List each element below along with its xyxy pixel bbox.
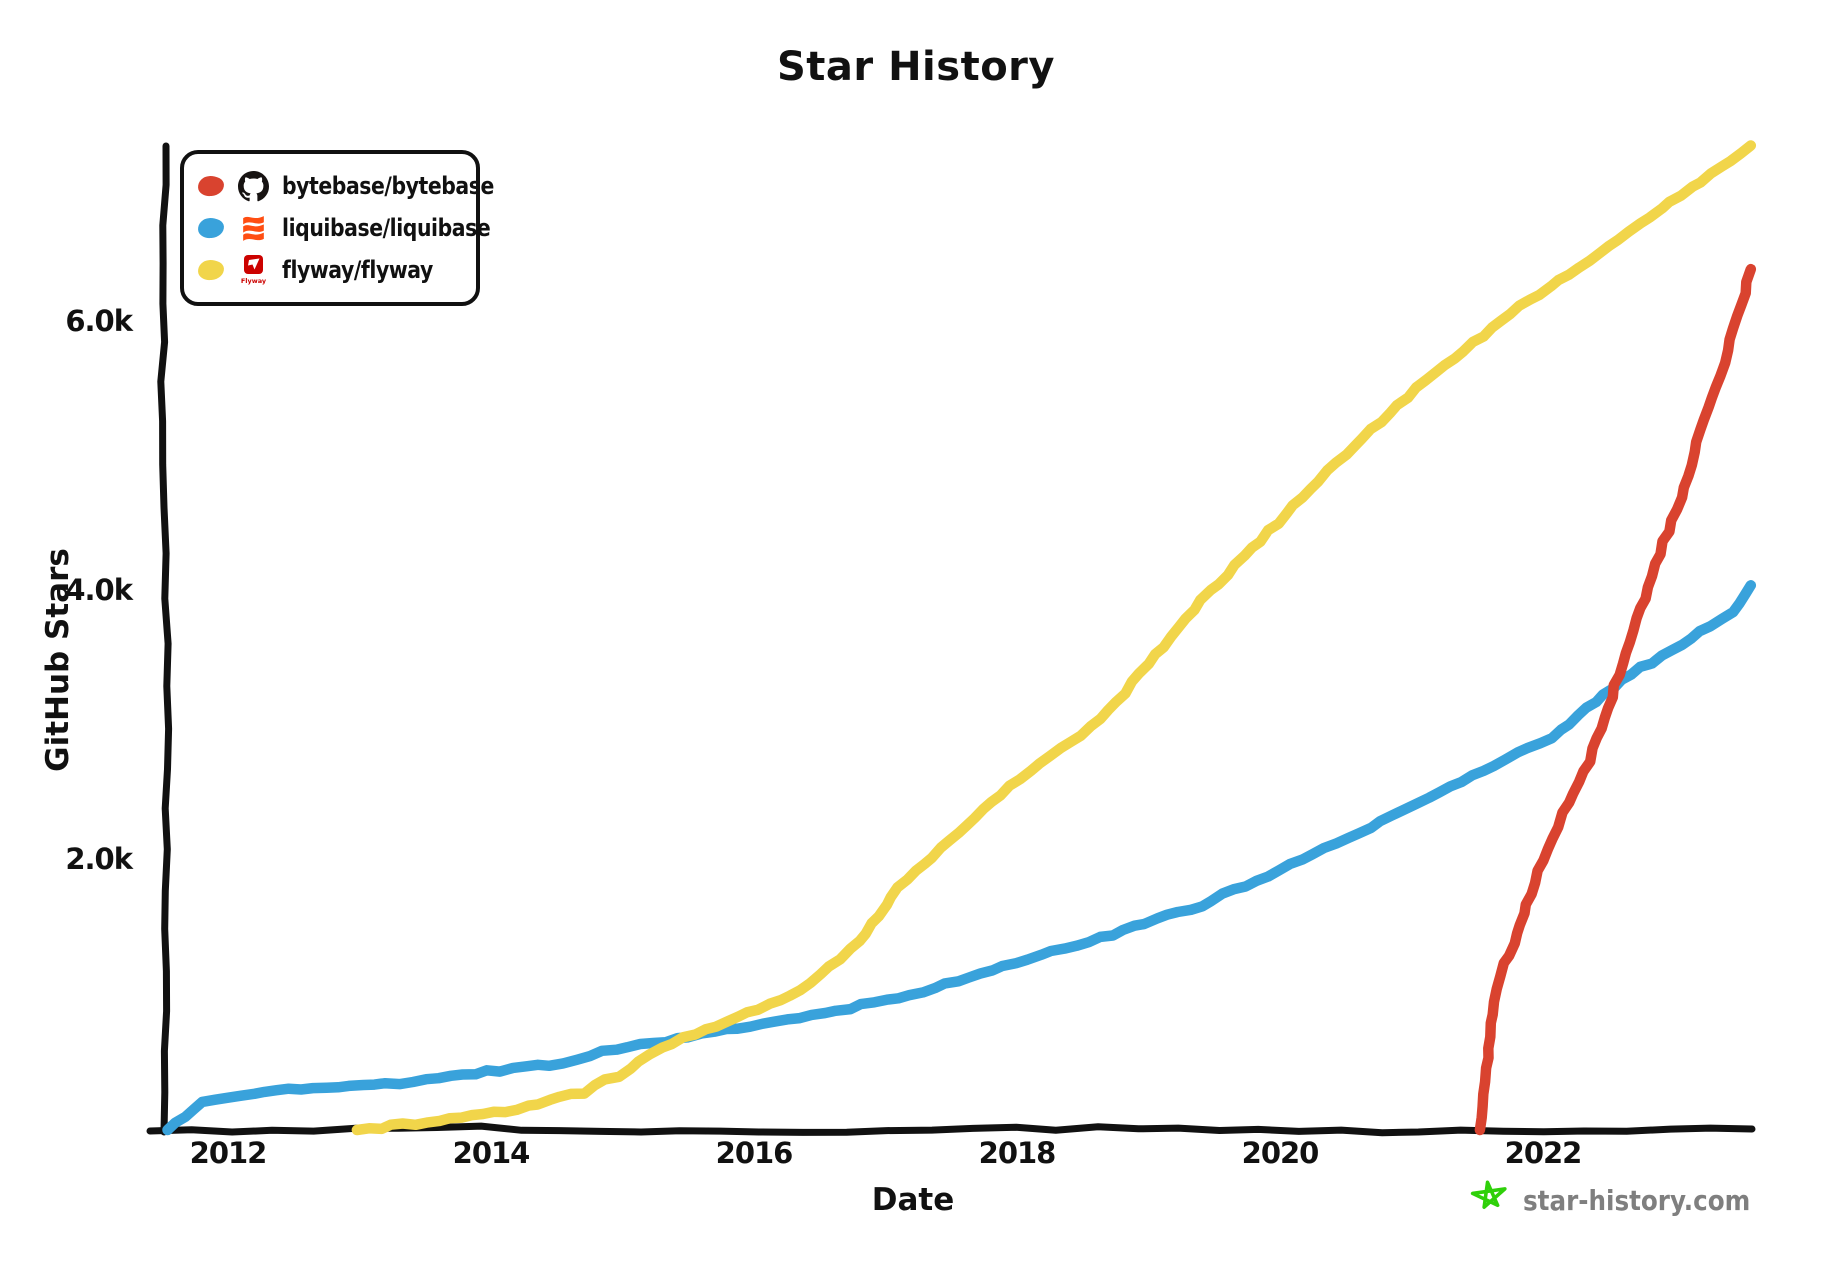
flyway-color-swatch-wrap bbox=[197, 253, 225, 287]
x-tick-label-2018: 2018 bbox=[978, 1136, 1057, 1170]
legend-box: bytebase/bytebase liquibase/liquibase Fl… bbox=[180, 150, 494, 306]
series-line-liquibase bbox=[162, 580, 1757, 1136]
y-tick-label-6.0k: 6.0k bbox=[65, 304, 133, 338]
liquibase-color-swatch bbox=[197, 217, 225, 239]
flyway-logo-icon: Flyway bbox=[236, 253, 270, 287]
chart-title: Star History bbox=[777, 44, 1055, 90]
watermark-text: star-history.com bbox=[1523, 1183, 1751, 1217]
legend-label-bytebase: bytebase/bytebase bbox=[282, 172, 494, 200]
bytebase-color-swatch bbox=[197, 175, 225, 197]
legend-item-bytebase: bytebase/bytebase bbox=[197, 165, 494, 207]
flyway-color-swatch bbox=[197, 259, 225, 281]
github-octocat-icon bbox=[236, 169, 270, 203]
y-tick-label-4.0k: 4.0k bbox=[65, 573, 133, 607]
series-line-flyway bbox=[351, 140, 1757, 1136]
y-tick-label-2.0k: 2.0k bbox=[65, 842, 133, 876]
y-axis-line bbox=[157, 142, 173, 1136]
x-axis-label: Date bbox=[871, 1182, 955, 1218]
star-icon bbox=[1468, 1179, 1512, 1221]
x-tick-label-2020: 2020 bbox=[1241, 1136, 1320, 1170]
legend-label-liquibase: liquibase/liquibase bbox=[282, 214, 491, 242]
legend-item-liquibase: liquibase/liquibase bbox=[197, 207, 491, 249]
legend-item-flyway: Flyway flyway/flyway bbox=[197, 249, 462, 291]
legend-label-flyway: flyway/flyway bbox=[282, 256, 433, 284]
x-tick-label-2016: 2016 bbox=[715, 1136, 794, 1170]
svg-text:Flyway: Flyway bbox=[241, 277, 267, 285]
liquibase-logo-icon bbox=[236, 211, 270, 245]
x-tick-label-2014: 2014 bbox=[452, 1136, 531, 1170]
series-line-bytebase bbox=[1474, 263, 1757, 1136]
watermark: star-history.com bbox=[1468, 1178, 1781, 1222]
x-tick-label-2012: 2012 bbox=[189, 1136, 268, 1170]
x-tick-label-2022: 2022 bbox=[1504, 1136, 1583, 1170]
